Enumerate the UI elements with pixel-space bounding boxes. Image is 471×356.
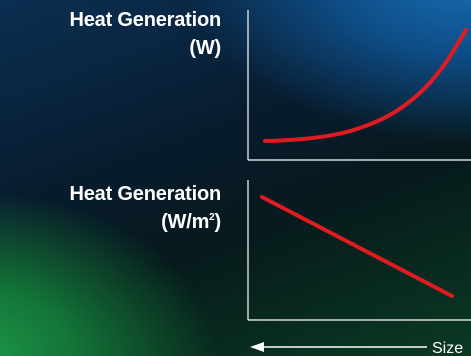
top-ylabel-line2: (W) [189, 37, 221, 59]
bottom-chart-series-line [260, 195, 454, 298]
x-axis-label: Size [432, 340, 463, 356]
bottom-ylabel-unit-exponent: 2 [209, 212, 215, 223]
bottom-ylabel-unit: (W/m [161, 211, 210, 233]
top-chart-series-line [263, 28, 468, 143]
bottom-ylabel-line1: Heat Generation [69, 183, 222, 205]
top-ylabel-line1: Heat Generation [69, 9, 222, 31]
bottom-ylabel-unit-close: ) [214, 211, 222, 233]
bottom-ylabel-line2: (W/m2) [0, 208, 221, 236]
bottom-chart-ylabel: Heat Generation (W/m2) [0, 180, 222, 236]
size-arrow-head-icon [250, 342, 264, 352]
top-chart-ylabel: Heat Generation (W) [0, 6, 222, 62]
